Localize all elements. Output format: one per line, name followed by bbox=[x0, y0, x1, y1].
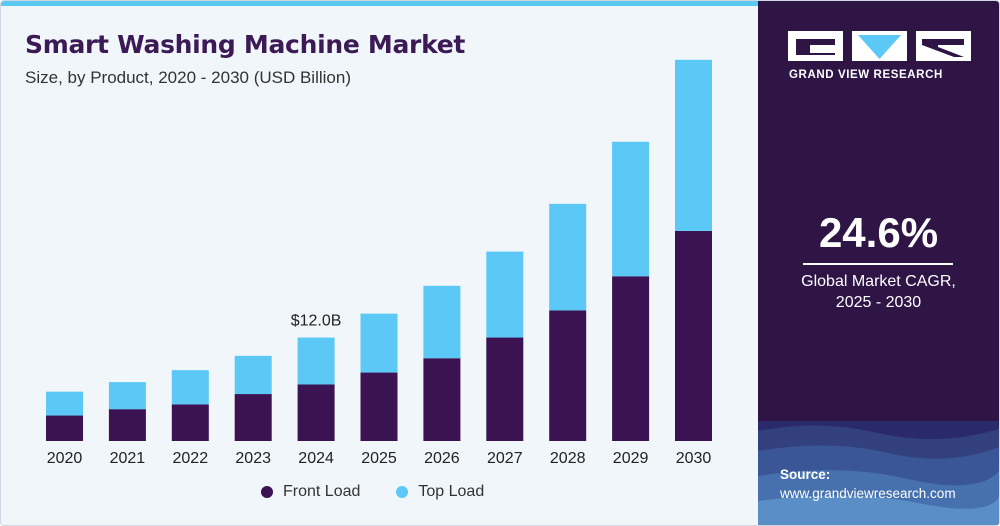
x-tick-label-2026: 2026 bbox=[424, 450, 460, 467]
bar-front-load-2026 bbox=[423, 358, 461, 441]
x-tick-label-2020: 2020 bbox=[47, 450, 83, 467]
x-tick-label-2027: 2027 bbox=[487, 450, 523, 467]
x-tick-label-2028: 2028 bbox=[550, 450, 586, 467]
source-label: Source: bbox=[780, 467, 831, 482]
bar-top-load-2028 bbox=[549, 203, 587, 311]
chart-title: Smart Washing Machine Market bbox=[25, 30, 466, 59]
stacked-bar-chart: 2020 2021 2022 2023 2024 2025 2026 2027 2028 2029… bbox=[46, 59, 712, 467]
chart-legend: Front Load Top Load bbox=[261, 483, 520, 501]
bar-top-load-2027 bbox=[486, 251, 524, 338]
bar-front-load-2027 bbox=[486, 337, 524, 441]
bar-front-load-2025 bbox=[360, 372, 398, 441]
logo-wordmark: GRAND VIEW RESEARCH bbox=[789, 69, 943, 81]
cagr-label-line2: 2025 - 2030 bbox=[835, 294, 922, 311]
grand-view-research-logo-icon bbox=[788, 31, 971, 61]
source-url[interactable]: www.grandviewresearch.com bbox=[780, 486, 956, 501]
cagr-divider bbox=[803, 263, 953, 265]
x-tick-label-2021: 2021 bbox=[110, 450, 146, 467]
bar-top-load-2025 bbox=[360, 313, 398, 373]
legend-swatch-top-load bbox=[396, 486, 409, 498]
bar-top-load-2030 bbox=[675, 59, 712, 231]
data-label-2024: $12.0B bbox=[291, 313, 342, 330]
source-credit: Source: www.grandviewresearch.com bbox=[780, 465, 956, 503]
decorative-waves bbox=[758, 421, 999, 525]
x-tick-label-2024: 2024 bbox=[298, 450, 334, 467]
legend-label-front-load: Front Load bbox=[283, 483, 361, 500]
bar-top-load-2021 bbox=[108, 382, 146, 410]
bar-front-load-2022 bbox=[171, 404, 209, 441]
bar-top-load-2022 bbox=[171, 370, 209, 405]
legend-label-top-load: Top Load bbox=[418, 483, 485, 500]
legend-item-front-load: Front Load bbox=[261, 483, 360, 501]
bar-top-load-2020 bbox=[46, 391, 83, 416]
bar-front-load-2024 bbox=[297, 384, 335, 441]
bar-front-load-2029 bbox=[612, 276, 650, 441]
bar-top-load-2023 bbox=[234, 355, 272, 395]
x-tick-label-2023: 2023 bbox=[235, 450, 271, 467]
legend-item-top-load: Top Load bbox=[396, 483, 484, 501]
x-tick-label-2030: 2030 bbox=[676, 450, 712, 467]
bar-front-load-2028 bbox=[549, 310, 587, 441]
cagr-label-line1: Global Market CAGR, bbox=[801, 273, 956, 290]
x-tick-label-2029: 2029 bbox=[613, 450, 649, 467]
bar-top-load-2024 bbox=[297, 337, 335, 385]
bar-top-load-2026 bbox=[423, 285, 461, 359]
x-tick-label-2022: 2022 bbox=[173, 450, 209, 467]
bar-front-load-2023 bbox=[234, 394, 272, 441]
cagr-value: 24.6% bbox=[818, 209, 939, 256]
stats-sidebar: GRAND VIEW RESEARCH 24.6% Global Market … bbox=[758, 1, 999, 525]
bar-front-load-2021 bbox=[108, 409, 146, 441]
bar-front-load-2020 bbox=[46, 415, 83, 441]
chart-subtitle: Size, by Product, 2020 - 2030 (USD Billi… bbox=[25, 68, 351, 87]
bar-top-load-2029 bbox=[612, 141, 650, 277]
legend-swatch-front-load bbox=[261, 486, 273, 498]
bar-front-load-2030 bbox=[675, 230, 712, 441]
cagr-label: Global Market CAGR, 2025 - 2030 bbox=[758, 271, 999, 313]
x-tick-label-2025: 2025 bbox=[361, 450, 397, 467]
